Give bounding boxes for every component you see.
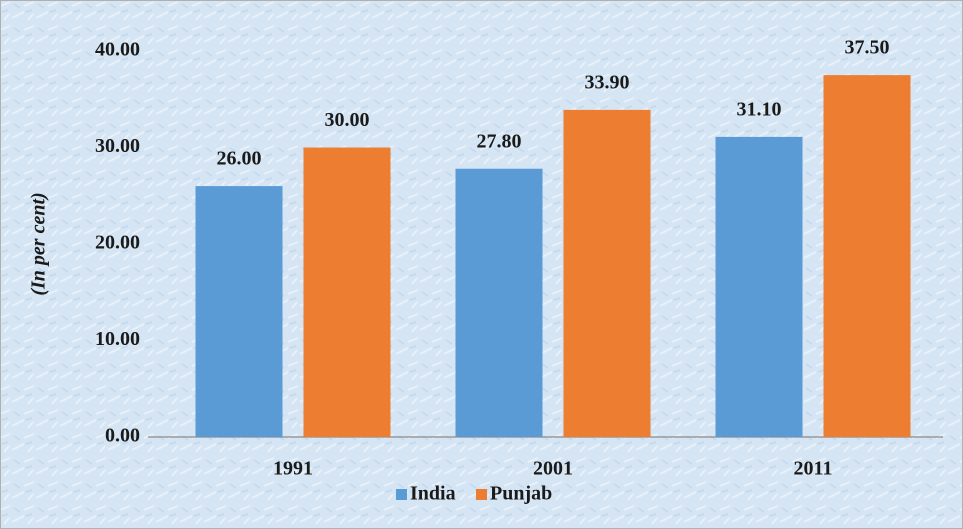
data-label: 33.90 xyxy=(585,71,630,93)
bar xyxy=(715,136,803,437)
data-label: 27.80 xyxy=(477,130,522,152)
x-tick-label: 1991 xyxy=(273,458,313,480)
y-tick-label: 40.00 xyxy=(95,39,140,61)
x-tick-label: 2001 xyxy=(533,458,573,480)
bar xyxy=(823,75,911,437)
y-tick-label: 20.00 xyxy=(95,232,140,254)
data-label: 31.10 xyxy=(737,98,782,120)
legend-label: Punjab xyxy=(490,483,552,505)
bar xyxy=(303,147,391,437)
data-label: 30.00 xyxy=(325,109,370,131)
y-tick-label: 0.00 xyxy=(105,425,140,447)
legend-label: India xyxy=(410,483,456,505)
y-tick-label: 10.00 xyxy=(95,328,140,350)
y-axis-label: (In per cent) xyxy=(28,192,50,295)
bar xyxy=(563,109,651,438)
data-label: 26.00 xyxy=(217,148,262,170)
y-tick-label: 30.00 xyxy=(95,135,140,157)
data-label: 37.50 xyxy=(845,37,890,59)
legend-swatch xyxy=(476,489,487,500)
legend-swatch xyxy=(396,489,407,500)
x-tick-label: 2011 xyxy=(794,458,833,480)
bar xyxy=(455,168,543,438)
bar xyxy=(195,186,283,437)
